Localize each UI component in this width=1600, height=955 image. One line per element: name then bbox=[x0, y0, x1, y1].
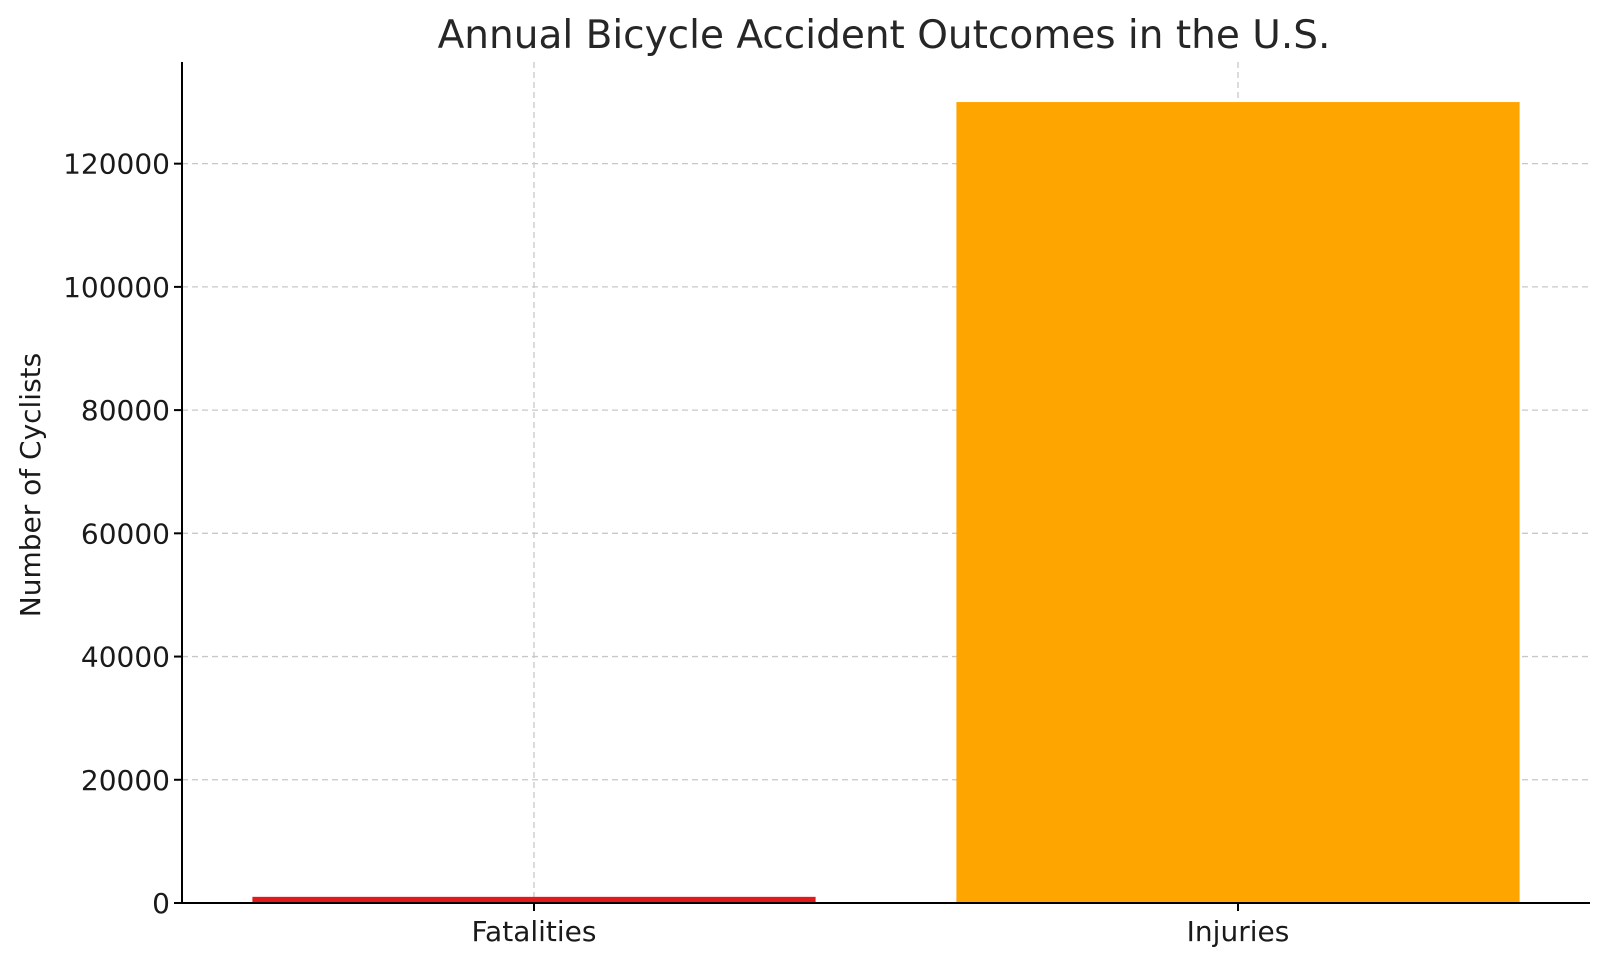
bars bbox=[252, 102, 1520, 904]
y-tick-label: 60000 bbox=[81, 517, 170, 550]
y-tick-label: 120000 bbox=[63, 148, 170, 181]
bar-fatalities bbox=[252, 896, 816, 903]
grid-lines bbox=[182, 62, 1590, 903]
y-tick-label: 0 bbox=[152, 887, 170, 920]
y-tick-label: 40000 bbox=[81, 641, 170, 674]
y-tick-label: 100000 bbox=[63, 271, 170, 304]
y-tick-label: 20000 bbox=[81, 764, 170, 797]
chart-title: Annual Bicycle Accident Outcomes in the … bbox=[438, 13, 1331, 58]
x-tick-label: Fatalities bbox=[472, 915, 597, 948]
y-axis-label: Number of Cyclists bbox=[14, 353, 47, 618]
y-tick-label: 80000 bbox=[81, 394, 170, 427]
axes bbox=[174, 62, 1590, 911]
bar-injuries bbox=[956, 102, 1520, 904]
x-tick-label: Injuries bbox=[1187, 915, 1290, 948]
tick-labels: 0 20000 40000 60000 80000 100000 120000 Fatalit… bbox=[63, 148, 1289, 948]
